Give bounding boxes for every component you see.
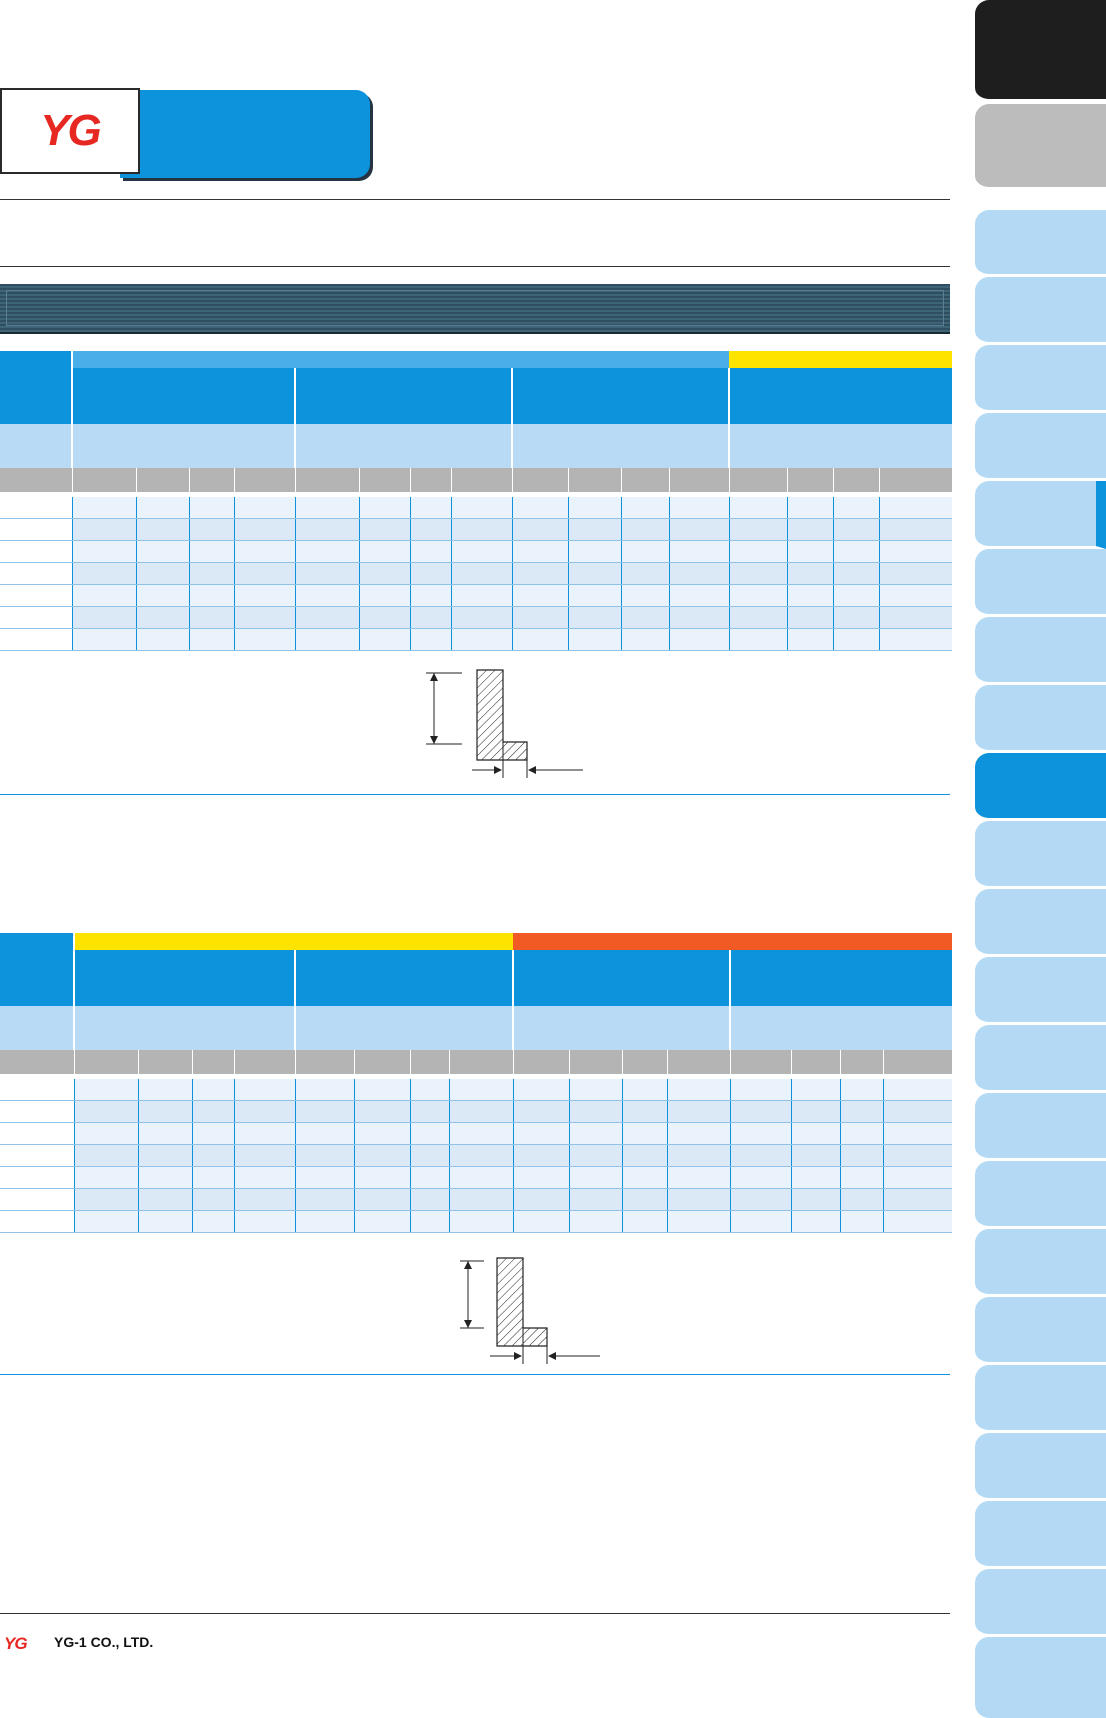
group-bar-yellow xyxy=(729,351,953,368)
side-tab[interactable] xyxy=(975,1161,1106,1229)
section-banner xyxy=(0,284,950,334)
table-1-bottom-rule xyxy=(0,794,950,795)
side-tab[interactable] xyxy=(975,1637,1106,1718)
material-header xyxy=(72,368,296,424)
group-bar-orange xyxy=(513,933,952,950)
table-row xyxy=(0,584,953,607)
side-tab[interactable] xyxy=(975,685,1106,753)
hardness-row xyxy=(0,424,953,446)
title-banner xyxy=(120,90,370,178)
material-header xyxy=(512,368,731,424)
side-tab[interactable] xyxy=(975,889,1106,957)
cutting-depth-diagram-1 xyxy=(426,669,583,778)
group-bar-yellow xyxy=(74,933,513,950)
corner-cell xyxy=(0,933,75,1006)
material-header xyxy=(729,368,953,424)
brand-logo: YG xyxy=(0,88,140,174)
side-tab[interactable] xyxy=(975,549,1106,617)
side-tab[interactable] xyxy=(975,210,1106,277)
corner-cell xyxy=(0,351,73,424)
hardness-row xyxy=(0,1006,952,1028)
footer-logo: YG xyxy=(4,1634,28,1653)
side-tab[interactable] xyxy=(975,821,1106,889)
side-tab[interactable] xyxy=(975,1433,1106,1501)
material-header xyxy=(730,950,952,1006)
table-row xyxy=(0,1144,952,1167)
column-header-row xyxy=(0,1050,952,1074)
footer-company-name: YG-1 CO., LTD. xyxy=(54,1634,154,1650)
side-tab[interactable] xyxy=(975,1025,1106,1093)
table-row xyxy=(0,1122,952,1145)
side-tab[interactable] xyxy=(975,1365,1106,1433)
cutting-conditions-table-2 xyxy=(0,933,952,1233)
side-tab[interactable] xyxy=(975,1501,1106,1569)
side-tab[interactable] xyxy=(975,1569,1106,1637)
side-tab[interactable] xyxy=(975,1297,1106,1365)
side-tab[interactable] xyxy=(975,957,1106,1025)
footer-rule xyxy=(0,1613,950,1614)
side-tab[interactable] xyxy=(975,617,1106,685)
table-2-bottom-rule xyxy=(0,1374,950,1375)
column-header-row xyxy=(0,468,953,492)
row-label-cell xyxy=(0,446,73,468)
side-tab-active[interactable] xyxy=(975,753,1106,821)
material-header-row xyxy=(0,950,952,1006)
table-row xyxy=(0,562,953,585)
table-row xyxy=(0,1188,952,1211)
material-header xyxy=(513,950,731,1006)
side-tab[interactable] xyxy=(975,1093,1106,1161)
hardness-row xyxy=(0,1028,952,1050)
material-header xyxy=(295,950,514,1006)
section-rule xyxy=(0,266,950,267)
side-tab[interactable] xyxy=(975,345,1106,413)
row-label-cell xyxy=(0,1006,75,1028)
material-header xyxy=(295,368,513,424)
row-label-cell xyxy=(0,1028,75,1050)
side-tab-gray[interactable] xyxy=(975,104,1106,190)
group-header-row xyxy=(0,933,952,1006)
table-row xyxy=(0,497,953,519)
side-tab[interactable] xyxy=(975,277,1106,345)
group-bar-blue xyxy=(72,351,730,368)
table-row xyxy=(0,1210,952,1233)
hardness-row xyxy=(0,446,953,468)
table-row xyxy=(0,1166,952,1189)
table-row xyxy=(0,518,953,541)
side-tab[interactable] xyxy=(975,413,1106,481)
material-header xyxy=(74,950,296,1006)
row-label-cell xyxy=(0,424,73,446)
table-row xyxy=(0,540,953,563)
cutting-depth-diagram-2 xyxy=(460,1257,600,1364)
group-header-row xyxy=(0,351,953,424)
side-tab-current-section[interactable] xyxy=(975,481,1106,549)
side-tab-top[interactable] xyxy=(975,0,1106,102)
material-header-row xyxy=(0,368,953,424)
table-row xyxy=(0,606,953,629)
table-row xyxy=(0,628,953,651)
logo-text: YG xyxy=(40,106,102,155)
header-rule xyxy=(0,199,950,200)
table-row xyxy=(0,1079,952,1101)
table-row xyxy=(0,1100,952,1123)
cutting-conditions-table-1 xyxy=(0,351,953,651)
side-tab[interactable] xyxy=(975,1229,1106,1297)
